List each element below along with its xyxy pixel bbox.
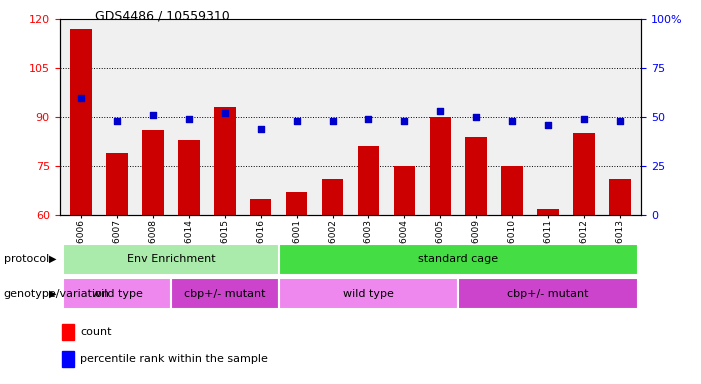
Text: cbp+/- mutant: cbp+/- mutant	[508, 289, 589, 299]
Point	[363, 116, 374, 122]
Point	[76, 94, 87, 101]
Text: wild type: wild type	[343, 289, 394, 299]
Bar	[142, 130, 164, 215]
Bar	[250, 199, 271, 215]
Bar	[573, 134, 594, 215]
Point	[255, 126, 266, 132]
Bar	[63, 278, 171, 309]
Point	[219, 110, 231, 116]
Bar	[62, 324, 74, 340]
Point	[327, 118, 338, 124]
Bar	[107, 153, 128, 215]
Text: wild type: wild type	[92, 289, 142, 299]
Point	[435, 108, 446, 114]
Bar	[70, 29, 92, 215]
Point	[291, 118, 302, 124]
Text: protocol: protocol	[4, 254, 49, 264]
Bar	[279, 278, 458, 309]
Point	[147, 112, 158, 118]
Bar	[458, 278, 638, 309]
Bar	[62, 351, 74, 367]
Point	[399, 118, 410, 124]
Bar	[430, 117, 451, 215]
Text: Env Enrichment: Env Enrichment	[127, 254, 215, 264]
Bar	[322, 179, 343, 215]
Point	[507, 118, 518, 124]
Bar	[609, 179, 631, 215]
Bar	[358, 147, 379, 215]
Text: ▶: ▶	[48, 289, 56, 299]
Bar	[537, 209, 559, 215]
Point	[111, 118, 123, 124]
Text: ▶: ▶	[48, 254, 56, 264]
Bar	[286, 192, 308, 215]
Text: standard cage: standard cage	[418, 254, 498, 264]
Bar	[501, 166, 523, 215]
Bar	[171, 278, 279, 309]
Text: cbp+/- mutant: cbp+/- mutant	[184, 289, 266, 299]
Bar	[214, 108, 236, 215]
Bar	[393, 166, 415, 215]
Point	[578, 116, 590, 122]
Point	[614, 118, 625, 124]
Bar	[178, 140, 200, 215]
Text: percentile rank within the sample: percentile rank within the sample	[80, 354, 268, 364]
Bar	[279, 244, 638, 275]
Text: GDS4486 / 10559310: GDS4486 / 10559310	[95, 10, 229, 23]
Bar	[465, 137, 487, 215]
Text: count: count	[80, 327, 111, 337]
Bar	[63, 244, 279, 275]
Point	[543, 122, 554, 128]
Point	[470, 114, 482, 120]
Text: genotype/variation: genotype/variation	[4, 289, 109, 299]
Point	[183, 116, 194, 122]
